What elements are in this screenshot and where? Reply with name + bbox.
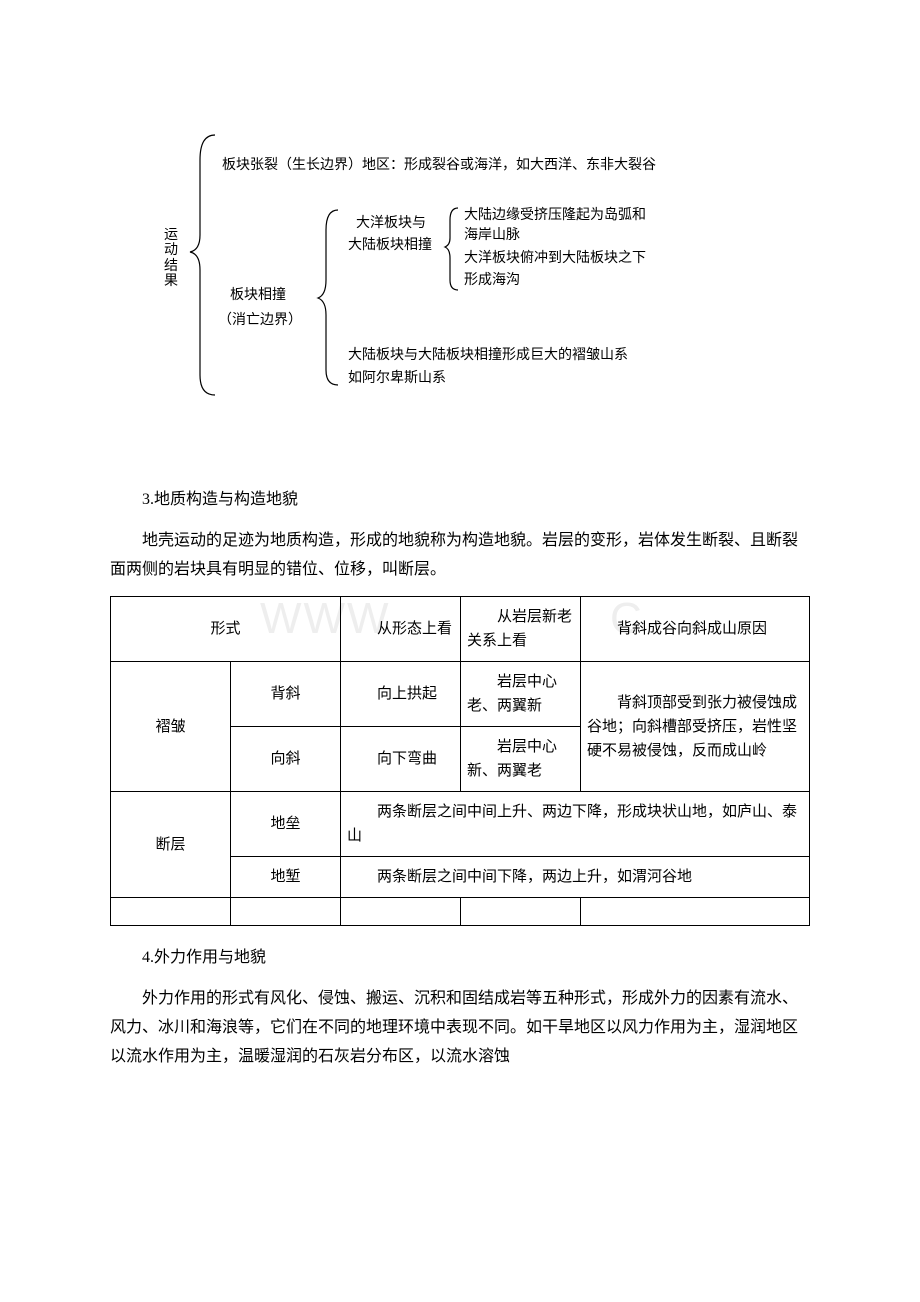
graben-name: 地堑 (231, 857, 341, 898)
ocean-continent-2: 大陆板块相撞 (348, 235, 432, 256)
th-morph: 从形态上看 (347, 617, 454, 641)
syncline-name: 向斜 (231, 727, 341, 792)
branch-divergent: 板块张裂（生长边界）地区：形成裂谷或海洋，如大西洋、东非大裂谷 (222, 155, 656, 176)
graben-desc: 两条断层之间中间下降，两边上升，如渭河谷地 (347, 865, 803, 889)
ocean-continent-1: 大洋板块与 (356, 213, 426, 234)
result-arc-2: 海岸山脉 (464, 225, 520, 246)
main-content: WWW C 3.地质构造与构造地貌 地壳运动的足迹为地质构造，形成的地貌称为构造… (110, 486, 810, 1084)
anticline-age: 岩层中心老、两翼新 (467, 670, 574, 718)
result-trench-2: 形成海沟 (464, 270, 520, 291)
horst-desc: 两条断层之间中间上升、两边下降，形成块状山地，如庐山、泰山 (347, 800, 803, 848)
table-row: 形式 从形态上看 从岩层新老关系上看 背斜成谷向斜成山原因 (111, 597, 810, 662)
th-form: 形式 (111, 597, 341, 662)
table-row: 褶皱 背斜 向上拱起 岩层中心老、两翼新 背斜顶部受到张力被侵蚀成谷地；向斜槽部… (111, 662, 810, 727)
syncline-age: 岩层中心新、两翼老 (467, 735, 574, 783)
branch-collision-1: 板块相撞 (230, 285, 286, 306)
continent-continent-2: 如阿尔卑斯山系 (348, 368, 446, 389)
section-3-para: 地壳运动的足迹为地质构造，形成的地貌称为构造地貌。岩层的变形，岩体发生断裂、且断… (110, 527, 810, 585)
structure-table: 形式 从形态上看 从岩层新老关系上看 背斜成谷向斜成山原因 褶皱 背斜 向上拱起… (110, 596, 810, 926)
anticline-name: 背斜 (231, 662, 341, 727)
fault-type: 断层 (111, 792, 231, 898)
section-4-title: 4.外力作用与地貌 (110, 944, 810, 973)
anticline-morph: 向上拱起 (347, 682, 454, 706)
horst-name: 地垒 (231, 792, 341, 857)
result-arc-1: 大陆边缘受挤压隆起为岛弧和 (464, 205, 646, 226)
table-row (111, 898, 810, 926)
branch-collision-2: （消亡边界） (218, 310, 302, 331)
fold-type: 褶皱 (111, 662, 231, 792)
fold-reason: 背斜顶部受到张力被侵蚀成谷地；向斜槽部受挤压，岩性坚硬不易被侵蚀，反而成山岭 (587, 691, 803, 763)
syncline-morph: 向下弯曲 (347, 747, 454, 771)
root-label: 运动结果 (164, 228, 178, 290)
table-row: 断层 地垒 两条断层之间中间上升、两边下降，形成块状山地，如庐山、泰山 (111, 792, 810, 857)
th-reason: 背斜成谷向斜成山原因 (587, 617, 803, 641)
result-trench-1: 大洋板块俯冲到大陆板块之下 (464, 248, 646, 269)
th-age: 从岩层新老关系上看 (467, 605, 574, 653)
tree-diagram: 运动结果 板块张裂（生长边界）地区：形成裂谷或海洋，如大西洋、东非大裂谷 板块相… (170, 120, 790, 400)
section-4-para: 外力作用的形式有风化、侵蚀、搬运、沉积和固结成岩等五种形式，形成外力的因素有流水… (110, 985, 810, 1071)
continent-continent-1: 大陆板块与大陆板块相撞形成巨大的褶皱山系 (348, 345, 628, 366)
section-3-title: 3.地质构造与构造地貌 (110, 486, 810, 515)
